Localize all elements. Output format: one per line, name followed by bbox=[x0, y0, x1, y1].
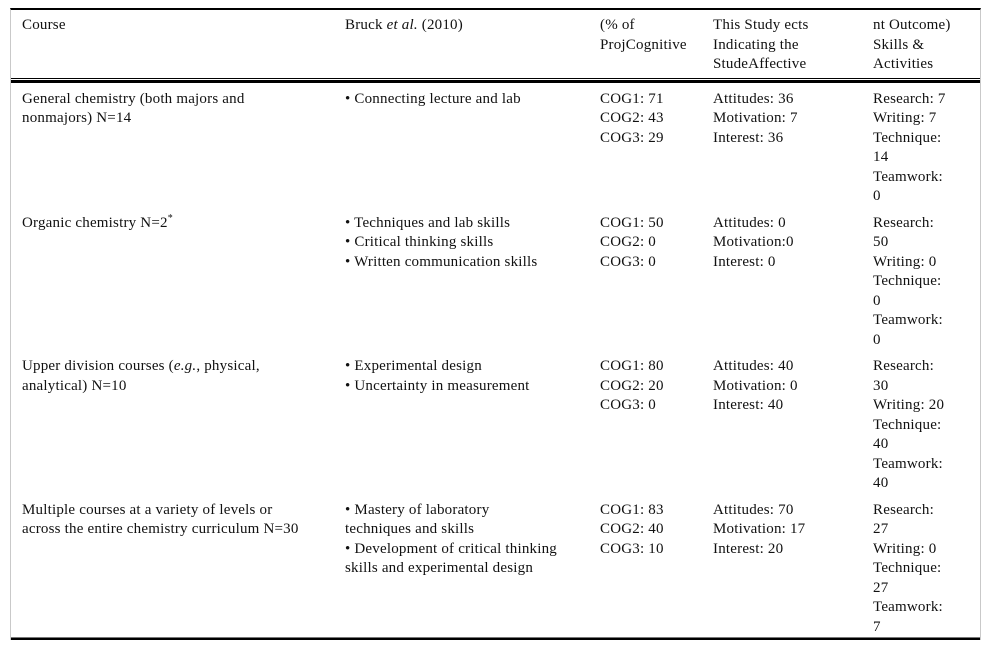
column-header-bruck: Bruck et al. (2010) bbox=[345, 17, 463, 33]
table-body: General chemistry (both majors and nonma… bbox=[11, 83, 980, 638]
cell-cognitive: COG1: 83 COG2: 40 COG3: 10 bbox=[600, 501, 664, 557]
cell-bruck: • Experimental design • Uncertainty in m… bbox=[345, 358, 530, 394]
cell-cognitive: COG1: 80 COG2: 20 COG3: 0 bbox=[600, 358, 664, 413]
table-bottom-border bbox=[11, 637, 980, 640]
column-header-affective: This Study ects Indicating the StudeAffe… bbox=[713, 17, 809, 72]
table-header-row: Course Bruck et al. (2010) (% of ProjCog… bbox=[11, 10, 980, 78]
cell-cognitive: COG1: 71 COG2: 43 COG3: 29 bbox=[600, 90, 664, 146]
cell-affective: Attitudes: 36 Motivation: 7 Interest: 36 bbox=[713, 90, 798, 146]
table-row: Upper division courses (e.g., physical, … bbox=[11, 350, 980, 494]
cell-skills: Research: 50 Writing: 0 Technique: 0 Tea… bbox=[873, 214, 943, 348]
header-divider bbox=[11, 77, 980, 83]
cell-bruck: • Mastery of laboratory techniques and s… bbox=[345, 501, 557, 577]
column-header-cognitive: (% of ProjCognitive bbox=[600, 17, 687, 53]
cell-affective: Attitudes: 0 Motivation:0 Interest: 0 bbox=[713, 214, 794, 270]
cell-cognitive: COG1: 50 COG2: 0 COG3: 0 bbox=[600, 214, 664, 270]
cell-affective: Attitudes: 70 Motivation: 17 Interest: 2… bbox=[713, 501, 806, 557]
study-outcomes-table: Course Bruck et al. (2010) (% of ProjCog… bbox=[10, 8, 981, 640]
cell-course: Upper division courses (e.g., physical, … bbox=[22, 358, 260, 394]
table-row: General chemistry (both majors and nonma… bbox=[11, 83, 980, 207]
cell-bruck: • Connecting lecture and lab bbox=[345, 90, 521, 107]
column-header-course: Course bbox=[22, 17, 66, 33]
cell-affective: Attitudes: 40 Motivation: 0 Interest: 40 bbox=[713, 358, 798, 413]
cell-course: Multiple courses at a variety of levels … bbox=[22, 501, 299, 538]
cell-course: Organic chemistry N=2* bbox=[22, 212, 173, 231]
cell-course: General chemistry (both majors and nonma… bbox=[22, 90, 245, 127]
cell-skills: Research: 30 Writing: 20 Technique: 40 T… bbox=[873, 358, 945, 491]
cell-bruck: • Techniques and lab skills • Critical t… bbox=[345, 214, 538, 270]
cell-skills: Research: 27 Writing: 0 Technique: 27 Te… bbox=[873, 501, 943, 635]
column-header-skills: nt Outcome) Skills & Activities bbox=[873, 17, 951, 72]
table-row: Organic chemistry N=2* • Techniques and … bbox=[11, 207, 980, 351]
cell-skills: Research: 7 Writing: 7 Technique: 14 Tea… bbox=[873, 90, 946, 205]
table-row: Multiple courses at a variety of levels … bbox=[11, 494, 980, 638]
